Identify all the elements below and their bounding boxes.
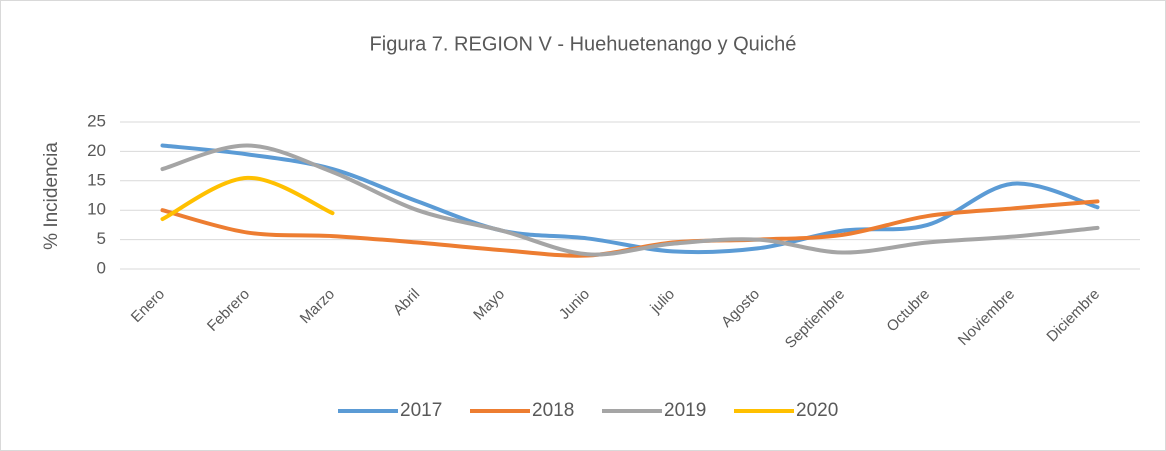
series-line xyxy=(160,143,1100,257)
y-tick-label: 15 xyxy=(87,170,106,189)
y-tick-label: 0 xyxy=(97,258,106,277)
series-line xyxy=(160,175,335,222)
chart-title: Figura 7. REGION V - Huehuetenango y Qui… xyxy=(370,33,797,55)
y-axis-label: % Incidencia xyxy=(41,142,62,250)
y-tick-label: 5 xyxy=(97,229,106,248)
y-tick-label: 25 xyxy=(87,111,106,130)
legend-label: 2017 xyxy=(400,400,442,421)
legend-label: 2020 xyxy=(796,400,838,421)
legend-label: 2018 xyxy=(532,400,574,421)
legend-label: 2019 xyxy=(664,400,706,421)
y-tick-label: 20 xyxy=(87,141,106,160)
y-tick-label: 10 xyxy=(87,200,106,219)
